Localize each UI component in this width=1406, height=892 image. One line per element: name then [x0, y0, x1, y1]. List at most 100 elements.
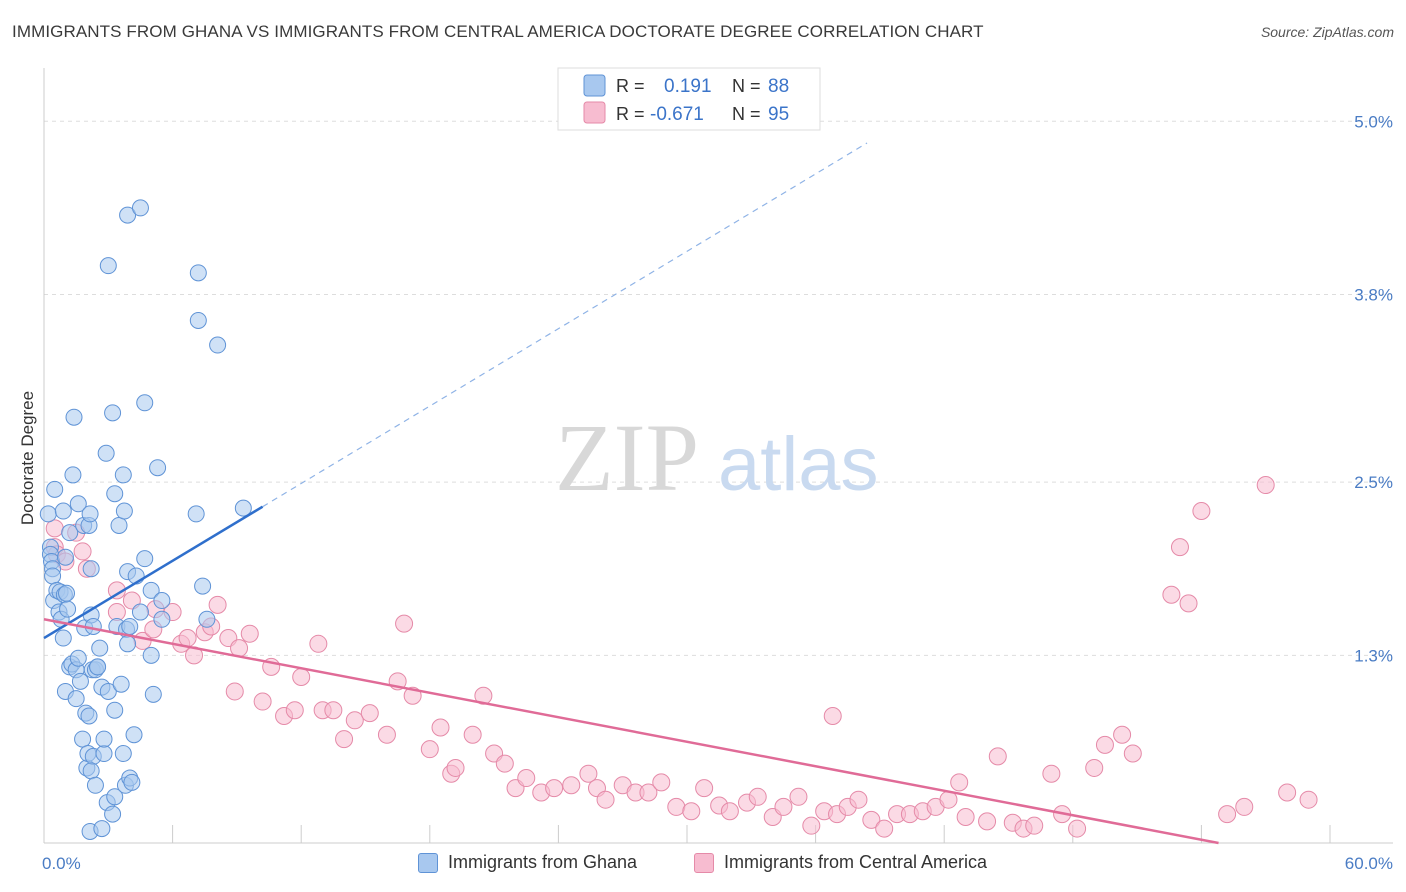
ghana-point-84	[142, 646, 160, 664]
ghana-point-46	[82, 560, 100, 578]
ghana-point-92	[194, 577, 212, 595]
y-tick-labels: 1.3% 2.5% 3.8% 5.0%	[1354, 112, 1393, 665]
ghana-point-25	[67, 690, 85, 708]
ca-point-93	[1162, 585, 1181, 604]
ghana-point-29	[74, 730, 92, 748]
ca-point-48	[517, 769, 536, 788]
ghana-point-61	[106, 701, 124, 719]
x-tick-min: 0.0%	[42, 854, 81, 873]
ghana-point-66	[114, 745, 132, 763]
ghana-point-74	[121, 617, 139, 635]
ca-point-81	[950, 773, 969, 792]
legend-item-central-america: Immigrants from Central America	[694, 852, 987, 873]
y-axis-label: Doctorate Degree	[18, 391, 37, 525]
ghana-point-28	[71, 672, 89, 690]
ca-point-82	[956, 808, 975, 827]
y-tick-label-2: 3.8%	[1354, 286, 1393, 305]
ca-point-28	[292, 668, 311, 687]
ghana-point-7	[46, 480, 64, 498]
axes	[43, 68, 1393, 844]
ghana-point-95	[234, 499, 252, 517]
ghana-point-59	[106, 788, 124, 806]
ghana-point-93	[198, 610, 216, 628]
ghana-point-67	[115, 502, 133, 520]
ghana-point-79	[131, 603, 149, 621]
ca-point-102	[1299, 790, 1318, 809]
series-legend: Immigrants from Ghana Immigrants from Ce…	[0, 852, 1406, 878]
ghana-point-73	[119, 206, 137, 224]
ca-point-92	[1123, 744, 1142, 763]
x-tick-max: 60.0%	[1345, 854, 1393, 873]
ca-point-39	[420, 740, 439, 759]
ghana-point-63	[110, 516, 128, 534]
watermark-zip: ZIP	[555, 404, 699, 511]
ghana-point-27	[69, 495, 87, 513]
ghana-point-26	[69, 649, 87, 667]
ghana-point-64	[112, 675, 130, 693]
ca-point-103	[1256, 476, 1275, 495]
ca-point-52	[579, 764, 598, 783]
ca-point-90	[1095, 735, 1114, 754]
ca-point-54	[596, 790, 615, 809]
legend-r-ghana: 0.191	[664, 76, 712, 97]
chart-title: IMMIGRANTS FROM GHANA VS IMMIGRANTS FROM…	[12, 22, 984, 41]
ghana-point-83	[142, 581, 160, 599]
legend-n-label-ghana: N =	[732, 76, 761, 96]
ghana-point-77	[123, 773, 141, 791]
ghana-point-16	[56, 548, 74, 566]
ghana-point-80	[131, 199, 149, 217]
ghana-point-35	[80, 707, 98, 725]
legend-label-central-america: Immigrants from Central America	[724, 852, 988, 872]
ghana-point-12	[54, 502, 72, 520]
ca-point-83	[978, 812, 997, 831]
ghana-point-87	[153, 610, 171, 628]
legend-label-ghana: Immigrants from Ghana	[448, 852, 638, 872]
ca-point-98	[1170, 538, 1189, 557]
y-tick-label-1: 2.5%	[1354, 473, 1393, 492]
ca-point-44	[474, 686, 493, 705]
ca-point-40	[431, 718, 450, 737]
ghana-point-89	[187, 505, 205, 523]
ghana-point-5	[44, 567, 62, 585]
ghana-point-94	[209, 336, 227, 354]
ca-point-27	[285, 701, 304, 720]
legend-n-label-ca: N =	[732, 104, 761, 124]
series-central-america-points	[45, 476, 1318, 838]
legend-r-ca: -0.671	[650, 104, 704, 125]
ca-point-58	[652, 773, 671, 792]
ca-point-60	[682, 802, 701, 821]
ca-point-63	[720, 802, 739, 821]
source-credit: Source: ZipAtlas.com	[1260, 24, 1394, 40]
legend-swatch-ghana-bottom	[418, 852, 438, 873]
ca-point-73	[849, 790, 868, 809]
ca-point-68	[789, 787, 808, 806]
ghana-point-18	[59, 600, 77, 618]
ghana-point-81	[136, 394, 154, 412]
ghana-point-22	[64, 466, 82, 484]
ca-point-61	[695, 779, 714, 798]
stats-legend: R = 0.191 N = 88 R = -0.671 N = 95	[557, 67, 821, 131]
ca-point-24	[253, 692, 272, 711]
y-tick-label-0: 1.3%	[1354, 646, 1393, 665]
ca-point-100	[1218, 805, 1237, 824]
ghana-point-76	[125, 726, 143, 744]
ca-point-15	[178, 629, 197, 648]
ca-point-32	[335, 730, 354, 749]
ca-point-86	[1025, 816, 1044, 835]
ghana-point-23	[65, 408, 83, 426]
ca-point-37	[395, 614, 414, 633]
ca-point-91	[1113, 725, 1132, 744]
ca-point-34	[360, 704, 379, 723]
ghana-point-13	[54, 629, 72, 647]
ca-point-101	[1278, 783, 1297, 802]
ghana-point-48	[89, 658, 107, 676]
ca-point-95	[823, 706, 842, 725]
ghana-point-65	[114, 466, 132, 484]
legend-swatch-ca-bottom	[694, 852, 714, 873]
ghana-point-47	[86, 776, 104, 794]
ca-trend-line	[43, 618, 1219, 845]
ca-point-51	[562, 776, 581, 795]
ca-point-31	[324, 701, 343, 720]
ca-point-99	[1192, 502, 1211, 521]
